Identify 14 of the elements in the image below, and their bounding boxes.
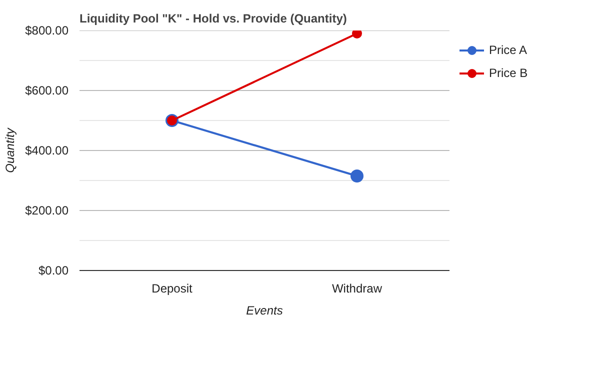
y-axis-title: Quantity <box>3 127 18 173</box>
legend-label: Price A <box>489 43 528 57</box>
chart-title: Liquidity Pool "K" - Hold vs. Provide (Quantity) <box>80 12 347 26</box>
point <box>350 170 364 182</box>
y-tick-label: $400.00 <box>25 144 69 158</box>
x-tick-label: Withdraw <box>332 282 382 296</box>
x-tick-label: Deposit <box>152 282 194 296</box>
y-tick-label: $800.00 <box>25 24 69 38</box>
x-axis-title: Events <box>246 304 283 318</box>
y-tick-label: $0.00 <box>38 264 69 278</box>
y-tick-label: $600.00 <box>25 84 69 98</box>
y-tick-label: $200.00 <box>25 204 69 218</box>
point <box>352 30 362 38</box>
legend-label: Price B <box>489 66 528 80</box>
